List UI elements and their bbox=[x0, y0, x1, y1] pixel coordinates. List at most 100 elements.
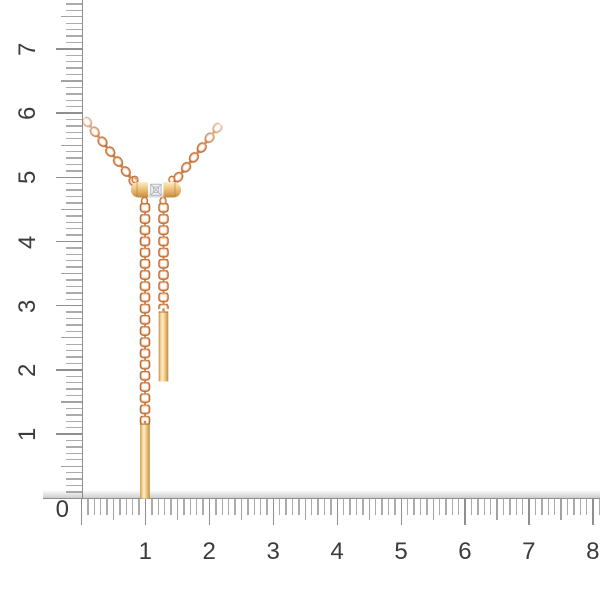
ruler-tick bbox=[432, 498, 434, 520]
ruler-tick bbox=[65, 67, 83, 69]
ruler-tick bbox=[170, 498, 172, 516]
ruler-tick bbox=[61, 272, 83, 275]
ruler-tick bbox=[387, 498, 390, 516]
ruler-tick bbox=[119, 498, 121, 516]
ruler-tick bbox=[221, 498, 223, 516]
ruler-tick bbox=[311, 498, 313, 516]
ruler-tick bbox=[234, 498, 236, 516]
ruler-tick bbox=[195, 498, 198, 516]
drop-bar-left bbox=[140, 420, 150, 499]
ruler-tick bbox=[65, 343, 83, 345]
ruler-tick bbox=[65, 394, 83, 397]
ruler-tick bbox=[419, 498, 422, 516]
ruler-tick bbox=[65, 138, 83, 140]
ruler-tick bbox=[285, 498, 287, 516]
ruler-tick bbox=[451, 498, 454, 516]
ruler-tick bbox=[61, 465, 83, 467]
ruler-tick bbox=[496, 498, 498, 520]
ruler-tick bbox=[151, 498, 153, 516]
ruler-tick bbox=[208, 498, 211, 526]
pendant-tube bbox=[131, 182, 181, 198]
ruler-tick bbox=[55, 369, 83, 371]
ruler-tick bbox=[100, 498, 102, 516]
ruler-tick bbox=[65, 221, 83, 223]
ruler-tick bbox=[65, 420, 83, 422]
ruler-tick bbox=[125, 498, 128, 516]
ruler-tick bbox=[343, 498, 345, 516]
ruler-tick bbox=[374, 498, 377, 516]
ruler-tick bbox=[323, 498, 326, 516]
ruler-tick bbox=[65, 247, 83, 249]
ruler-tick bbox=[317, 498, 319, 516]
ruler-tick bbox=[470, 498, 473, 516]
ruler-tick bbox=[368, 498, 370, 520]
ruler-tick bbox=[189, 498, 191, 516]
ruler-tick bbox=[65, 3, 83, 5]
ruler-tick bbox=[477, 498, 479, 516]
ruler-tick bbox=[106, 498, 108, 516]
ruler-tick bbox=[65, 356, 83, 358]
ruler-tick bbox=[65, 35, 83, 37]
ruler-tick bbox=[65, 471, 83, 474]
ruler-tick bbox=[55, 176, 83, 178]
ruler-tick bbox=[349, 498, 351, 516]
ruler-tick bbox=[355, 498, 358, 516]
ruler-tick bbox=[65, 439, 83, 442]
ruler-tick bbox=[381, 498, 383, 516]
ruler-label: 4 bbox=[330, 537, 345, 565]
ruler-tick bbox=[65, 414, 83, 416]
ruler-tick bbox=[65, 150, 83, 153]
ruler-tick bbox=[65, 170, 83, 172]
ruler-tick bbox=[65, 324, 83, 326]
ruler-tick bbox=[81, 0, 83, 499]
ruler-tick bbox=[65, 330, 83, 333]
ruler-tick bbox=[438, 498, 441, 516]
ruler-tick bbox=[253, 498, 255, 516]
ruler-tick bbox=[490, 498, 492, 516]
ruler-tick bbox=[65, 382, 83, 384]
ruler-tick bbox=[65, 54, 83, 56]
ruler-tick bbox=[65, 279, 83, 281]
ruler-origin-label: 0 bbox=[55, 495, 70, 523]
ruler-tick bbox=[61, 16, 83, 18]
ruler-tick bbox=[61, 144, 83, 146]
ruler-tick bbox=[592, 498, 594, 526]
drop-chain-right bbox=[157, 203, 170, 309]
ruler-label: 1 bbox=[138, 537, 153, 565]
ruler-tick bbox=[445, 498, 447, 516]
pendant-diamond bbox=[150, 183, 162, 196]
ruler-tick bbox=[509, 498, 511, 516]
ruler-tick bbox=[183, 498, 185, 516]
ruler-tick bbox=[247, 498, 249, 516]
ruler-tick bbox=[406, 498, 409, 516]
ruler-tick bbox=[579, 498, 581, 516]
ruler-tick bbox=[65, 362, 83, 365]
ruler-tick bbox=[65, 266, 83, 268]
ruler-label: 8 bbox=[586, 537, 600, 565]
ruler-tick bbox=[65, 105, 83, 108]
ruler-tick bbox=[458, 498, 460, 516]
drop-chain-left bbox=[138, 203, 152, 424]
ruler-tick bbox=[426, 498, 428, 516]
ruler-tick bbox=[65, 426, 83, 429]
ruler-tick bbox=[330, 498, 332, 516]
ruler-tick bbox=[464, 498, 466, 526]
ruler-tick bbox=[362, 498, 364, 516]
ruler-tick bbox=[61, 208, 83, 211]
ruler-tick bbox=[215, 498, 217, 516]
ruler-tick bbox=[80, 498, 83, 526]
ruler-tick bbox=[65, 28, 83, 31]
neck-chain-right bbox=[163, 119, 226, 193]
ruler-tick bbox=[157, 498, 159, 516]
ruler-tick bbox=[298, 498, 300, 516]
ruler-tick bbox=[138, 498, 140, 516]
ruler-tick bbox=[55, 305, 83, 307]
ruler-tick bbox=[560, 498, 562, 520]
ruler-label: 6 bbox=[458, 537, 473, 565]
ruler-tick bbox=[65, 317, 83, 320]
ruler-tick bbox=[65, 131, 83, 134]
ruler-tick bbox=[55, 112, 83, 114]
ruler-tick bbox=[65, 260, 83, 262]
ruler-tick bbox=[132, 498, 134, 516]
ruler-tick bbox=[65, 22, 83, 24]
